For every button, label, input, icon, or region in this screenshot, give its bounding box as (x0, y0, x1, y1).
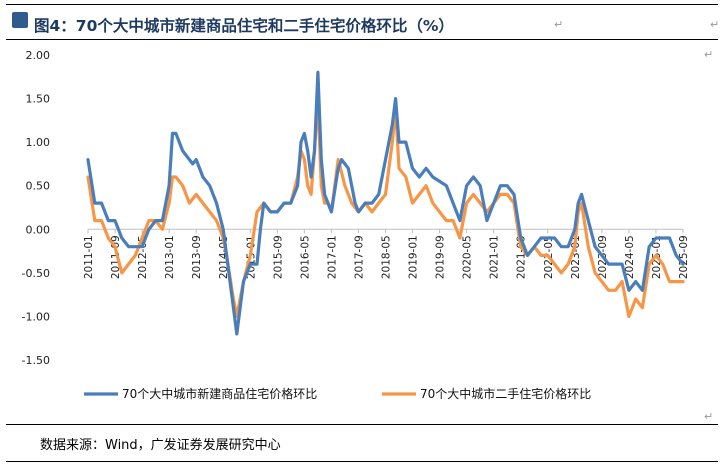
y-tick-label: 0.50 (26, 180, 51, 193)
x-tick-label: 2017-09 (353, 235, 365, 279)
x-tick-label: 2024-05 (624, 235, 636, 279)
source-bar: 数据来源：Wind，广发证券发展研究中心 (6, 424, 718, 462)
x-tick-label: 2013-09 (191, 235, 203, 279)
y-tick-label: 0.00 (26, 223, 51, 236)
x-tick-label: 2018-05 (381, 235, 393, 279)
legend-label: 70个大中城市二手住宅价格环比 (420, 386, 591, 401)
series-line-second-hand (86, 97, 685, 318)
x-tick-label: 2020-05 (462, 235, 474, 279)
x-tick-label: 2013-01 (164, 235, 176, 279)
chart-title: 图4：70个大中城市新建商品住宅和二手住宅价格环比（%） (34, 17, 454, 35)
x-tick-label: 2015-09 (272, 235, 284, 279)
x-tick-label: 2019-01 (408, 235, 420, 279)
x-tick-label: 2019-09 (435, 235, 447, 279)
series-line-new-homes (86, 70, 685, 336)
return-mark-icon: ↵ (710, 18, 720, 31)
y-tick-label: -0.50 (22, 267, 50, 280)
x-tick-label: 2021-01 (489, 235, 501, 279)
return-mark-icon: ↵ (704, 48, 714, 61)
legend-label: 70个大中城市新建商品住宅价格环比 (122, 386, 317, 401)
y-tick-label: 1.50 (26, 93, 51, 106)
x-tick-label: 2023-01 (570, 235, 582, 279)
y-tick-label: 1.00 (26, 136, 51, 149)
y-tick-label: -1.50 (22, 354, 50, 367)
x-tick-label: 2016-05 (299, 235, 311, 279)
x-tick-label: 2017-01 (326, 235, 338, 279)
y-tick-label: 2.00 (26, 49, 51, 62)
return-mark-icon: ↵ (554, 18, 564, 31)
line-chart: 2.00 1.50 1.00 0.50 0.00 -0.50 -1.00 -1.50 2011-… (22, 49, 690, 401)
y-tick-label: -1.00 (22, 310, 50, 323)
title-marker-icon (12, 12, 28, 28)
return-mark-icon: ↵ (704, 410, 714, 423)
source-note: 数据来源：Wind，广发证券发展研究中心 (40, 438, 281, 453)
x-tick-label: 2011-01 (83, 235, 95, 279)
x-tick-label: 2025-09 (678, 235, 690, 279)
title-bar: 图4：70个大中城市新建商品住宅和二手住宅价格环比（%） ↵ ↵ (6, 4, 720, 40)
